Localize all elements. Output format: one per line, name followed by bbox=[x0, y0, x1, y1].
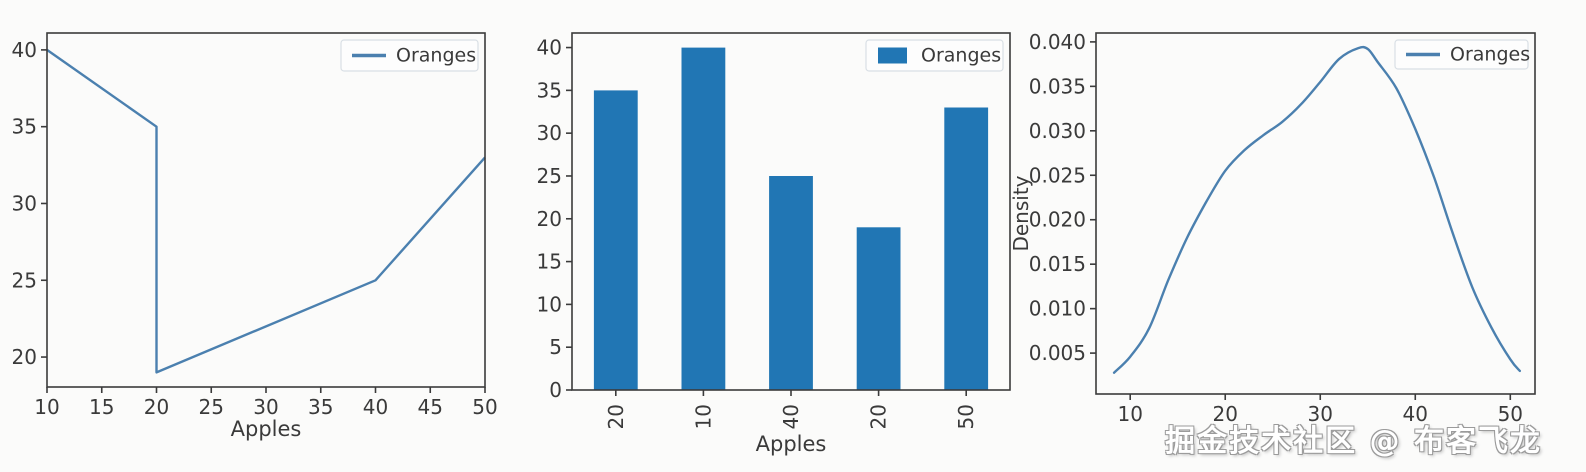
y-tick-label: 0.035 bbox=[1029, 74, 1086, 98]
legend-label: Oranges bbox=[396, 45, 476, 67]
y-tick-label: 5 bbox=[549, 335, 562, 359]
y-tick-label: 0.040 bbox=[1029, 30, 1086, 54]
y-tick-label: 35 bbox=[12, 115, 37, 139]
legend-box bbox=[1394, 39, 1529, 70]
x-tick-label: 20 bbox=[867, 404, 891, 429]
subplot-3: 0.005 0.010 0.015 0.020 0.025 0.030 0.035 0.040… bbox=[1009, 30, 1536, 426]
legend: Oranges bbox=[865, 39, 1004, 72]
axes-frame bbox=[46, 32, 486, 388]
legend: Oranges bbox=[340, 39, 479, 72]
x-tick-label: 10 bbox=[34, 395, 59, 419]
y-tick-label: 0.010 bbox=[1029, 297, 1086, 321]
density-curve bbox=[1112, 45, 1521, 374]
x-tick-label: 10 bbox=[1117, 402, 1142, 426]
x-tick-label: 30 bbox=[1308, 402, 1333, 426]
y-tick-label: 25 bbox=[537, 164, 562, 188]
x-tick-label: 35 bbox=[308, 395, 333, 419]
legend-swatch bbox=[878, 47, 907, 64]
y-tick-label: 30 bbox=[537, 121, 562, 145]
watermark-text: 掘金技术社区 @ 布客飞龙 bbox=[1165, 424, 1542, 459]
bar bbox=[944, 107, 989, 390]
x-tick-label: 50 bbox=[954, 404, 978, 429]
x-tick-label: 20 bbox=[1213, 402, 1238, 426]
x-tick-label: 10 bbox=[691, 404, 715, 429]
x-tick-label: 20 bbox=[144, 395, 169, 419]
x-axis-label: Apples bbox=[756, 432, 827, 456]
x-tick-label: 40 bbox=[779, 404, 803, 429]
y-axis-label: Density bbox=[1009, 175, 1033, 251]
x-tick-label: 50 bbox=[1498, 402, 1523, 426]
x-tick-label: 20 bbox=[604, 404, 628, 429]
legend-label: Oranges bbox=[921, 45, 1001, 67]
y-tick-label: 20 bbox=[12, 345, 37, 369]
subplot-2: 0 5 10 15 20 25 30 35 40 20 10 40 20 50 Apples Oranges bbox=[537, 32, 1011, 456]
bar bbox=[593, 90, 638, 391]
legend-box bbox=[340, 39, 479, 72]
bar bbox=[681, 47, 726, 390]
y-tick-label: 25 bbox=[12, 268, 37, 292]
y-tick-label: 35 bbox=[537, 78, 562, 102]
y-tick-label: 40 bbox=[537, 36, 562, 60]
y-tick-label: 0.020 bbox=[1029, 208, 1086, 232]
legend: Oranges bbox=[1394, 39, 1530, 70]
legend-label: Oranges bbox=[1450, 44, 1530, 66]
x-tick-label: 25 bbox=[199, 395, 224, 419]
x-tick-label: 40 bbox=[363, 395, 388, 419]
x-tick-label: 50 bbox=[472, 395, 497, 419]
y-tick-label: 15 bbox=[537, 250, 562, 274]
axes-frame bbox=[1095, 32, 1536, 395]
y-tick-label: 0 bbox=[549, 378, 562, 402]
y-tick-label: 20 bbox=[537, 207, 562, 231]
x-tick-label: 40 bbox=[1403, 402, 1428, 426]
y-tick-label: 0.030 bbox=[1029, 119, 1086, 143]
y-tick-label: 0.015 bbox=[1029, 252, 1086, 276]
x-tick-label: 15 bbox=[89, 395, 114, 419]
subplot-1: 20 25 30 35 40 10 15 20 25 30 35 40 45 50 Apples Orange… bbox=[12, 32, 498, 441]
line-series bbox=[46, 48, 486, 374]
bar bbox=[769, 176, 813, 390]
y-tick-label: 30 bbox=[12, 191, 37, 215]
y-tick-label: 10 bbox=[537, 292, 562, 316]
y-tick-label: 40 bbox=[12, 38, 37, 62]
x-axis-label: Apples bbox=[231, 417, 302, 441]
y-tick-label: 0.005 bbox=[1029, 341, 1086, 365]
bar bbox=[856, 227, 901, 390]
x-tick-label: 45 bbox=[418, 395, 443, 419]
y-tick-label: 0.025 bbox=[1029, 163, 1086, 187]
x-tick-label: 30 bbox=[253, 395, 278, 419]
